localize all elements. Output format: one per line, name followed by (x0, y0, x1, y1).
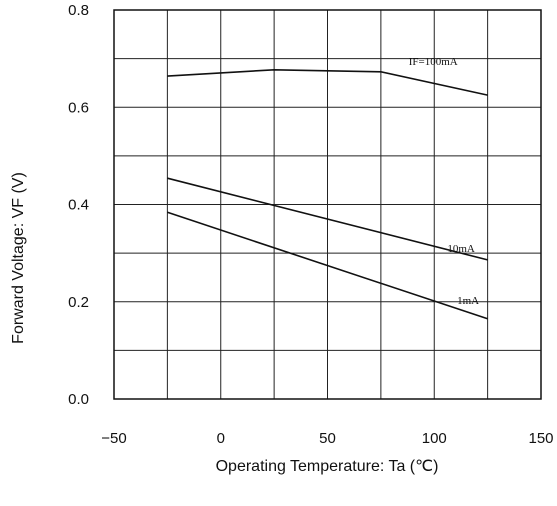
x-tick-label: −50 (101, 430, 126, 447)
y-tick-label: 0.0 (68, 391, 89, 408)
x-tick-label: 50 (319, 430, 336, 447)
grid (114, 10, 541, 399)
y-axis-label: Forward Voltage: VF (V) (10, 172, 27, 344)
x-tick-label: 0 (217, 430, 225, 447)
x-tick-label: 100 (422, 430, 447, 447)
x-tick-label: 150 (528, 430, 553, 447)
y-tick-label: 0.6 (68, 99, 89, 116)
series-label: 1mA (457, 295, 479, 307)
y-tick-label: 0.4 (68, 197, 89, 214)
y-tick-label: 0.2 (68, 294, 89, 311)
series-label: 10mA (447, 243, 475, 255)
x-axis-label: Operating Temperature: Ta (℃) (216, 458, 439, 475)
series-label: IF=100mA (409, 56, 458, 68)
y-tick-labels: 0.0 0.2 0.4 0.6 0.8 (68, 2, 89, 408)
y-tick-label: 0.8 (68, 2, 89, 19)
x-tick-labels: −50 0 50 100 150 (101, 430, 553, 447)
